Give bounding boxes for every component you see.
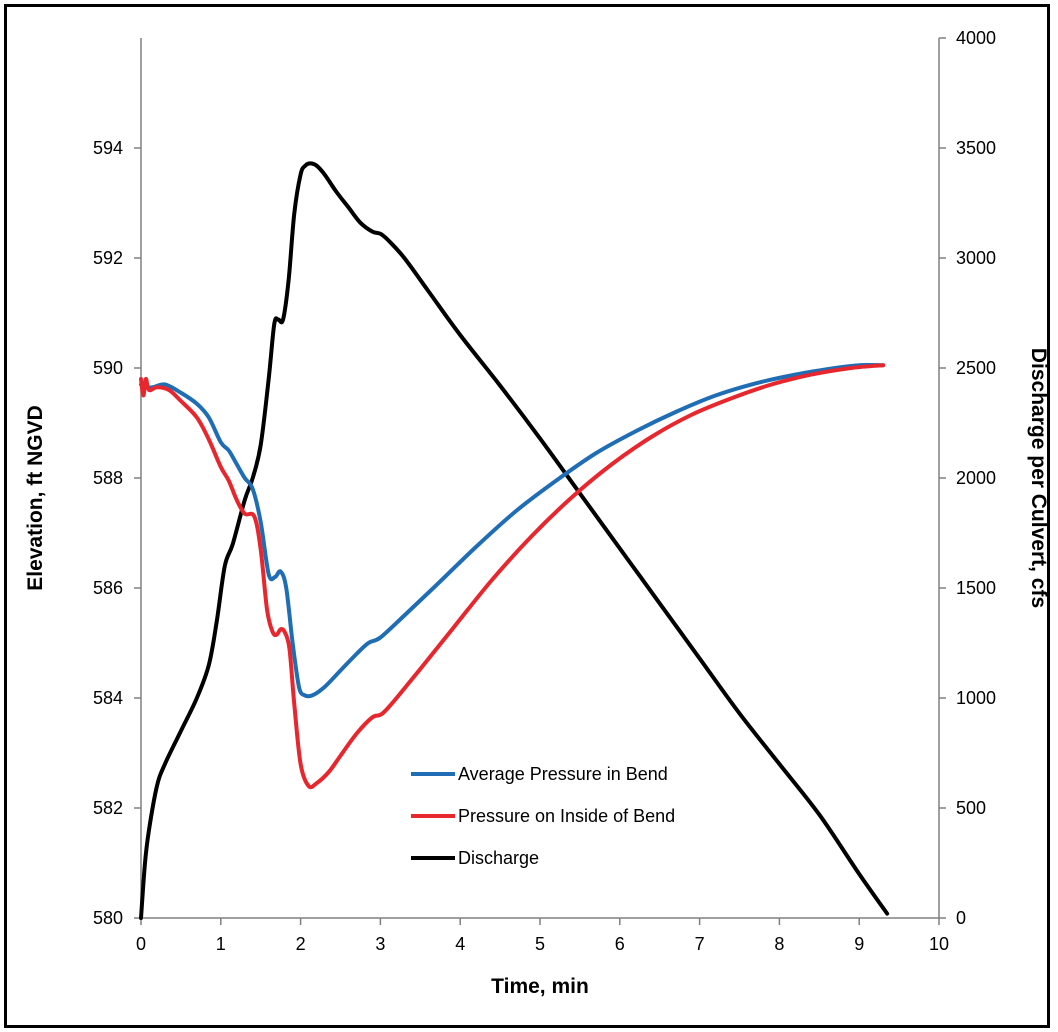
x-tick-label: 10	[929, 934, 949, 954]
left-y-tick-label: 588	[93, 468, 123, 488]
left-y-tick-label: 594	[93, 138, 123, 158]
left-y-tick-label: 582	[93, 798, 123, 818]
right-y-axis-title: Discharge per Culvert, cfs	[1027, 348, 1050, 608]
x-tick-label: 2	[296, 934, 306, 954]
x-tick-label: 1	[216, 934, 226, 954]
right-y-tick-label: 500	[956, 798, 986, 818]
x-tick-label: 8	[774, 934, 784, 954]
chart-legend: Average Pressure in Bend Pressure on Insi…	[411, 764, 675, 868]
x-tick-label: 0	[136, 934, 146, 954]
left-y-tick-label: 590	[93, 358, 123, 378]
chart-labels: 0 1 2 3 4 5 6 7 8 9 10 580 582 584 586 588 590 592 594 0 500…	[93, 28, 996, 954]
x-tick-label: 6	[615, 934, 625, 954]
right-y-tick-label: 3000	[956, 248, 996, 268]
right-y-tick-label: 1500	[956, 578, 996, 598]
right-y-tick-label: 0	[956, 908, 966, 928]
right-y-tick-label: 4000	[956, 28, 996, 48]
x-tick-label: 9	[854, 934, 864, 954]
legend-label-average-pressure-in-bend: Average Pressure in Bend	[458, 764, 668, 784]
left-y-tick-label: 580	[93, 908, 123, 928]
right-y-tick-label: 2000	[956, 468, 996, 488]
left-y-tick-label: 584	[93, 688, 123, 708]
right-y-tick-label: 1000	[956, 688, 996, 708]
chart-frame	[4, 4, 1050, 1028]
right-y-tick-label: 2500	[956, 358, 996, 378]
chart-axes	[134, 37, 946, 925]
left-y-tick-label: 592	[93, 248, 123, 268]
legend-label-discharge: Discharge	[458, 848, 539, 868]
x-axis-title: Time, min	[491, 975, 589, 998]
x-tick-label: 7	[695, 934, 705, 954]
series-line-discharge	[139, 161, 890, 920]
series-line-average-pressure-in-bend	[139, 363, 886, 699]
left-y-axis-title: Elevation, ft NGVD	[24, 405, 47, 591]
chart-series	[139, 161, 890, 920]
series-line-pressure-on-inside-of-bend	[139, 363, 886, 790]
legend-label-pressure-on-inside-of-bend: Pressure on Inside of Bend	[458, 806, 675, 826]
x-tick-label: 4	[455, 934, 465, 954]
x-tick-label: 3	[375, 934, 385, 954]
right-y-tick-label: 3500	[956, 138, 996, 158]
left-y-tick-label: 586	[93, 578, 123, 598]
x-tick-label: 5	[535, 934, 545, 954]
